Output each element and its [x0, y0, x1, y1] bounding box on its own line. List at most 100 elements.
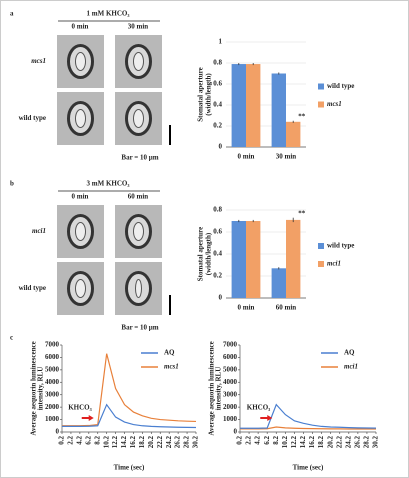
- y-tick-label: 5000: [45, 365, 60, 373]
- bar: [271, 73, 286, 147]
- y-tick-label: 1000: [223, 415, 238, 423]
- pore: [75, 52, 86, 71]
- x-tick-label: 14.2: [299, 436, 307, 449]
- x-tick-label: 20.2: [326, 436, 334, 449]
- column-label: 60 min: [128, 193, 149, 201]
- x-tick-label: 6.2: [84, 436, 92, 445]
- annotation: **: [298, 112, 306, 120]
- x-tick-label: 28.2: [363, 436, 371, 449]
- annotation: KHCO₃: [68, 404, 92, 412]
- y-axis-label: Average aequorin luminescence: [30, 341, 38, 435]
- pore: [75, 279, 86, 298]
- y-tick-label: 4000: [45, 378, 60, 386]
- arrow-head: [267, 415, 273, 421]
- column-label: 0 min: [72, 193, 89, 201]
- bar: [286, 121, 301, 147]
- y-tick-label: 3000: [223, 390, 238, 398]
- x-tick-label: 24.2: [344, 436, 352, 449]
- y-tick-label: 3000: [45, 390, 60, 398]
- x-tick-label: 30.2: [192, 436, 200, 449]
- legend-swatch: [318, 83, 324, 90]
- pore: [75, 222, 86, 241]
- x-tick-label: 26.2: [174, 436, 182, 449]
- bar: [246, 221, 261, 298]
- y-tick-label: 0.4: [213, 250, 222, 258]
- x-tick-label: 2.2: [245, 436, 253, 445]
- y-tick-label: 0.4: [213, 101, 222, 109]
- pore: [75, 109, 86, 128]
- bar: [246, 64, 261, 147]
- y-tick-label: 0: [234, 428, 238, 436]
- pore: [135, 279, 142, 298]
- x-tick-label: 10.2: [102, 436, 110, 449]
- panel-label: b: [10, 180, 14, 188]
- column-label: 30 min: [128, 23, 149, 31]
- x-tick-label: 8.2: [93, 436, 101, 445]
- y-axis-label: (width/length): [205, 232, 213, 275]
- y-tick-label: 2000: [223, 403, 238, 411]
- image-header: 3 mM KHCO₃: [87, 180, 130, 188]
- y-tick-label: 2000: [45, 403, 60, 411]
- y-tick-label: 0.2: [213, 272, 222, 280]
- y-tick-label: 0.8: [213, 206, 222, 214]
- x-tick-label: 0.2: [58, 436, 66, 445]
- y-axis-label: intensity, RLU: [215, 367, 223, 411]
- x-tick-label: 22.2: [335, 436, 343, 449]
- scale-label: Bar = 10 μm: [121, 154, 158, 162]
- y-tick-label: 0.6: [213, 80, 222, 88]
- scale-label: Bar = 10 μm: [121, 324, 158, 332]
- y-tick-label: 7000: [45, 341, 60, 349]
- row-label: wild type: [19, 114, 46, 122]
- legend-label: mci1: [344, 363, 358, 371]
- x-tick-label: 16.2: [308, 436, 316, 449]
- legend-swatch: [318, 261, 324, 267]
- x-tick-label: 18.2: [138, 436, 146, 449]
- x-tick-label: 60 min: [276, 304, 297, 312]
- pore: [133, 52, 144, 71]
- y-tick-label: 7000: [223, 341, 238, 349]
- y-tick-label: 0: [219, 143, 223, 151]
- legend-label: mcs1: [327, 100, 342, 108]
- x-tick-label: 4.2: [75, 436, 83, 445]
- y-tick-label: 0.8: [213, 59, 222, 67]
- x-tick-label: 20.2: [147, 436, 155, 449]
- annotation: KHCO₃: [247, 404, 271, 412]
- y-tick-label: 0.2: [213, 122, 222, 130]
- x-axis-label: Time (sec): [114, 464, 145, 472]
- legend-label: mci1: [327, 260, 341, 268]
- y-axis-label: (width/length): [205, 73, 213, 116]
- y-axis-label: intensity, RLU: [37, 367, 45, 411]
- x-tick-label: 12.2: [290, 436, 298, 449]
- panel-label: c: [10, 334, 13, 342]
- row-label: mcs1: [31, 57, 46, 65]
- x-tick-label: 10.2: [281, 436, 289, 449]
- y-tick-label: 1000: [45, 415, 60, 423]
- series-line: [62, 353, 197, 427]
- x-tick-label: 2.2: [67, 436, 75, 445]
- y-tick-label: 5000: [223, 365, 238, 373]
- panel-label: a: [10, 10, 14, 18]
- bar: [231, 221, 246, 298]
- series-line: [240, 426, 376, 430]
- y-tick-label: 6000: [45, 353, 60, 361]
- image-header: 1 mM KHCO₃: [87, 10, 130, 18]
- x-tick-label: 22.2: [156, 436, 164, 449]
- y-tick-label: 0: [56, 428, 60, 436]
- x-tick-label: 4.2: [254, 436, 262, 445]
- y-tick-label: 0.6: [213, 228, 222, 236]
- pore: [133, 222, 144, 241]
- x-tick-label: 8.2: [272, 436, 280, 445]
- x-tick-label: 0 min: [238, 304, 255, 312]
- series-line: [240, 403, 377, 429]
- x-tick-label: 14.2: [120, 436, 128, 449]
- legend-label: wild type: [327, 242, 354, 250]
- x-tick-label: 0.2: [236, 436, 244, 445]
- x-tick-label: 6.2: [263, 436, 271, 445]
- legend-label: mcs1: [164, 363, 179, 371]
- y-axis-label: Average aequorin luminescence: [208, 341, 216, 435]
- legend-label: AQ: [164, 349, 175, 357]
- y-tick-label: 1: [219, 38, 223, 46]
- bar: [286, 219, 301, 298]
- row-label: mci1: [32, 227, 46, 235]
